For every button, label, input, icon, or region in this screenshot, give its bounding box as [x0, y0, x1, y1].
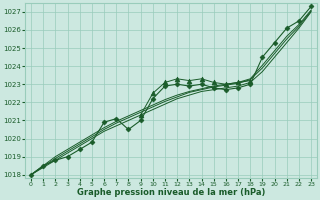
X-axis label: Graphe pression niveau de la mer (hPa): Graphe pression niveau de la mer (hPa) — [77, 188, 265, 197]
